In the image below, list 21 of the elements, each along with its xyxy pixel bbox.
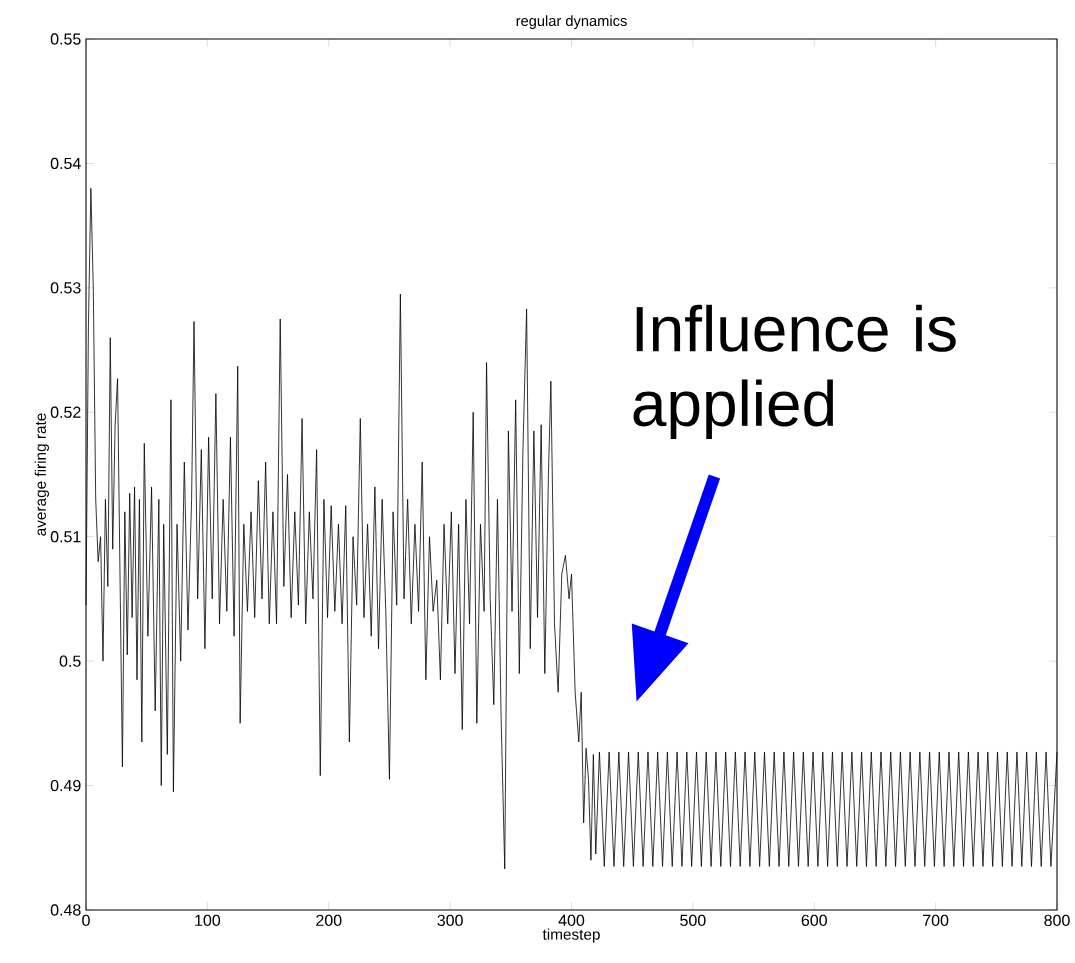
annotation: Influence is applied: [633, 304, 956, 440]
x-tick-label: 400: [558, 914, 585, 927]
x-tick-label: 700: [923, 914, 949, 927]
y-tick-label: 0.51: [50, 531, 81, 543]
x-tick-label: 600: [801, 914, 827, 927]
x-tick-label: 100: [195, 914, 221, 927]
y-tick-label: 0.52: [50, 406, 81, 418]
y-axis-title: average firing rate: [34, 413, 49, 536]
y-tick-label: 0.53: [50, 282, 81, 294]
x-axis-title: timestep: [542, 928, 600, 943]
y-tick-label: 0.48: [50, 904, 81, 916]
x-tick-label: 300: [437, 914, 463, 927]
y-tick-label: 0.55: [50, 33, 81, 45]
x-tick-label: 200: [316, 914, 342, 927]
x-tick-label: 0: [82, 914, 90, 927]
y-tick-label: 0.49: [50, 779, 81, 792]
x-tick-label: 500: [680, 914, 706, 927]
y-tick-label: 0.5: [59, 655, 81, 667]
chart-title: regular dynamics: [516, 15, 627, 29]
y-tick-label: 0.54: [50, 157, 81, 170]
x-tick-label: 800: [1044, 914, 1070, 927]
